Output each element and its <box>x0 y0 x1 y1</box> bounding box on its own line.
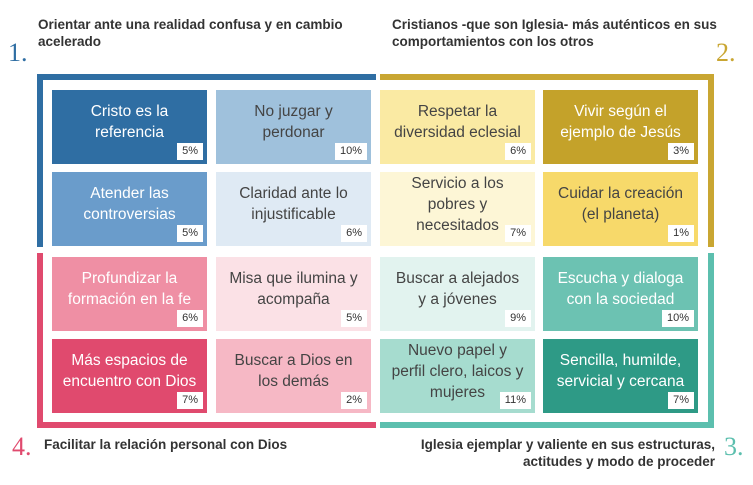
cell-percentage: 10% <box>334 143 367 160</box>
cell-percentage: 6% <box>505 143 531 160</box>
cell-label: Profundizar la formación en la fe <box>67 270 192 308</box>
cell-servicio-pobres: Servicio a los pobres y necesitados 7% <box>380 172 535 246</box>
cell-label: Buscar a Dios en los demás <box>234 352 353 390</box>
frame-quadrant-3 <box>380 253 714 428</box>
cell-label: Más espacios de encuentro con Dios <box>62 352 197 390</box>
quadrant-number-1: 1. <box>8 38 28 67</box>
frame-quadrant-1 <box>37 74 376 247</box>
quadrant-number-2: 2. <box>716 38 736 67</box>
cell-percentage: 9% <box>505 310 531 327</box>
cell-claridad: Claridad ante lo injustificable 6% <box>216 172 371 246</box>
cell-percentage: 1% <box>668 225 694 242</box>
frame-quadrant-4 <box>37 253 376 428</box>
cell-cristo-referencia: Cristo es la referencia 5% <box>52 90 207 164</box>
cell-vivir-ejemplo: Vivir según el ejemplo de Jesús 3% <box>543 90 698 164</box>
cell-label: No juzgar y perdonar <box>254 103 333 141</box>
cell-label: Servicio a los pobres y necesitados <box>411 174 504 234</box>
cell-profundizar-formacion: Profundizar la formación en la fe 6% <box>52 257 207 331</box>
frame-quadrant-2 <box>380 74 714 247</box>
cell-label: Escucha y dialoga con la sociedad <box>557 270 684 308</box>
cell-respetar-diversidad: Respetar la diversidad eclesial 6% <box>380 90 535 164</box>
quadrant-heading-3: Iglesia ejemplar y valiente en sus estru… <box>420 437 715 469</box>
cell-cuidar-creacion: Cuidar la creación (el planeta) 1% <box>543 172 698 246</box>
cell-percentage: 6% <box>341 225 367 242</box>
cell-percentage: 7% <box>177 392 203 409</box>
cell-percentage: 5% <box>341 310 367 327</box>
cell-buscar-dios: Buscar a Dios en los demás 2% <box>216 339 371 413</box>
cell-misa: Misa que ilumina y acompaña 5% <box>216 257 371 331</box>
cell-percentage: 6% <box>177 310 203 327</box>
cell-percentage: 11% <box>499 392 531 409</box>
cell-label: Misa que ilumina y acompaña <box>229 270 358 308</box>
cell-no-juzgar: No juzgar y perdonar 10% <box>216 90 371 164</box>
cell-buscar-alejados: Buscar a alejados y a jóvenes 9% <box>380 257 535 331</box>
cell-percentage: 5% <box>177 143 203 160</box>
cell-nuevo-papel: Nuevo papel y perfil clero, laicos y muj… <box>380 339 535 413</box>
quadrant-number-4: 4. <box>12 432 32 461</box>
cell-escucha-dialoga: Escucha y dialoga con la sociedad 10% <box>543 257 698 331</box>
quadrant-heading-2: Cristianos -que son Iglesia- más auténti… <box>392 17 717 49</box>
cell-espacios-encuentro: Más espacios de encuentro con Dios 7% <box>52 339 207 413</box>
quadrant-heading-1: Orientar ante una realidad confusa y en … <box>38 17 343 49</box>
cell-label: Atender las controversias <box>83 185 176 223</box>
cell-label: Respetar la diversidad eclesial <box>394 103 521 141</box>
cell-label: Nuevo papel y perfil clero, laicos y muj… <box>391 341 524 401</box>
cell-label: Sencilla, humilde, servicial y cercana <box>556 352 685 390</box>
cell-percentage: 2% <box>341 392 367 409</box>
cell-label: Claridad ante lo injustificable <box>239 185 348 223</box>
cell-percentage: 7% <box>668 392 694 409</box>
quadrant-heading-4: Facilitar la relación personal con Dios <box>44 437 288 452</box>
cell-label: Vivir según el ejemplo de Jesús <box>560 103 681 141</box>
cell-sencilla-humilde: Sencilla, humilde, servicial y cercana 7… <box>543 339 698 413</box>
cell-percentage: 7% <box>505 225 531 242</box>
cell-label: Cristo es la referencia <box>90 103 169 141</box>
quadrant-number-3: 3. <box>724 432 744 461</box>
cell-atender-controversias: Atender las controversias 5% <box>52 172 207 246</box>
cell-label: Buscar a alejados y a jóvenes <box>395 270 520 308</box>
cell-label: Cuidar la creación (el planeta) <box>558 185 683 223</box>
cell-percentage: 3% <box>668 143 694 160</box>
cell-percentage: 5% <box>177 225 203 242</box>
cell-percentage: 10% <box>661 310 694 327</box>
